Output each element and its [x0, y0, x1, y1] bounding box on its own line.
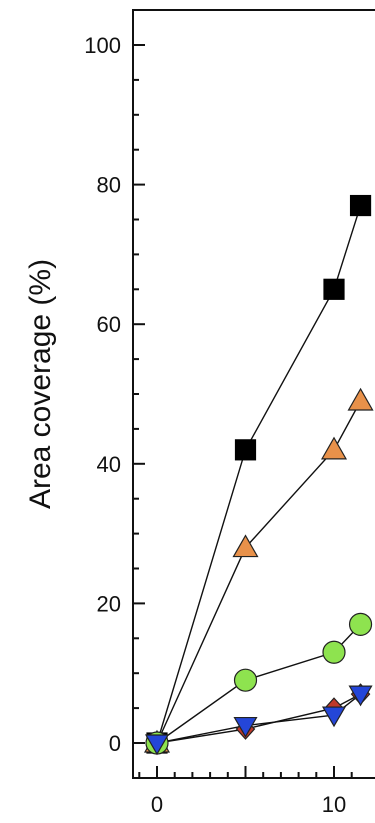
- y-tick-label: 60: [97, 312, 121, 337]
- data-point-triangle-up: [322, 438, 346, 459]
- y-tick-label: 80: [97, 173, 121, 198]
- x-tick-label: 10: [322, 792, 346, 817]
- data-point-circle: [350, 613, 372, 635]
- data-point-triangle-up: [349, 389, 373, 410]
- data-point-circle: [235, 669, 257, 691]
- series-layer: [145, 196, 373, 754]
- y-axis-ticks: 0 20 40 60 80 100: [84, 33, 145, 756]
- y-axis-title: Area coverage (%): [24, 259, 57, 509]
- x-axis-ticks: 0 10: [139, 766, 351, 817]
- y-tick-label: 0: [109, 731, 121, 756]
- x-tick-label: 0: [151, 792, 163, 817]
- data-point-square: [351, 196, 371, 216]
- y-tick-label: 20: [97, 591, 121, 616]
- y-tick-label: 100: [84, 33, 121, 58]
- y-tick-label: 40: [97, 452, 121, 477]
- data-point-square: [236, 440, 256, 460]
- data-point-circle: [323, 641, 345, 663]
- data-point-square: [324, 279, 344, 299]
